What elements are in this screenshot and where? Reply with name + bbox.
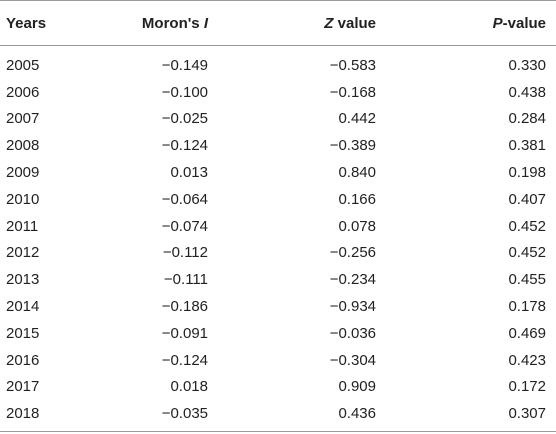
cell-moran: 0.018	[170, 378, 208, 396]
cell-year: 2006	[6, 83, 40, 101]
table-row: 2017 0.018 0.909 0.172	[0, 374, 556, 401]
cell-moran: −0.091	[161, 324, 208, 342]
header-moran: Moron's I	[100, 1, 218, 46]
table-row: 2009 0.013 0.840 0.198	[0, 159, 556, 186]
cell-z-value: 0.442	[338, 110, 376, 128]
cell-year: 2015	[6, 324, 40, 342]
cell-z-value: −0.389	[329, 137, 376, 155]
cell-z-value: −0.036	[329, 324, 376, 342]
cell-p-value: 0.330	[508, 56, 546, 74]
table-row: 2014 −0.186 −0.934 0.178	[0, 293, 556, 320]
cell-year: 2017	[6, 378, 40, 396]
cell-p-value: 0.381	[508, 137, 546, 155]
cell-p-value: 0.438	[508, 83, 546, 101]
table-row: 2005 −0.149 −0.583 0.330	[0, 46, 556, 79]
cell-moran: −0.112	[162, 244, 208, 262]
cell-z-value: 0.078	[338, 217, 376, 235]
cell-p-value: 0.284	[508, 110, 546, 128]
cell-moran: −0.186	[161, 298, 208, 316]
cell-year: 2016	[6, 351, 40, 369]
cell-p-value: 0.307	[508, 405, 546, 423]
cell-z-value: 0.840	[338, 164, 376, 182]
cell-year: 2014	[6, 298, 40, 316]
cell-p-value: 0.423	[508, 351, 546, 369]
header-moran-prefix: Moron's	[141, 14, 204, 32]
header-moran-italic: I	[203, 14, 208, 32]
table-row: 2018 −0.035 0.436 0.307	[0, 400, 556, 432]
cell-z-value: −0.256	[329, 244, 376, 262]
table-row: 2006 −0.100 −0.168 0.438	[0, 79, 556, 106]
header-z-suffix: value	[333, 14, 376, 32]
cell-year: 2018	[6, 405, 40, 423]
cell-year: 2008	[6, 137, 40, 155]
cell-z-value: −0.934	[329, 298, 376, 316]
header-z-italic: Z	[324, 14, 334, 32]
table-header: Years Moron's I Z value P-value	[0, 0, 556, 46]
table-body: 2005 −0.149 −0.583 0.330 2006 −0.100 −0.168 0.4…	[0, 46, 556, 432]
cell-p-value: 0.469	[508, 324, 546, 342]
cell-p-value: 0.452	[508, 217, 546, 235]
cell-moran: −0.064	[161, 190, 208, 208]
cell-p-value: 0.452	[508, 244, 546, 262]
cell-z-value: 0.436	[338, 405, 376, 423]
table-row: 2008 −0.124 −0.389 0.381	[0, 132, 556, 159]
cell-moran: −0.035	[161, 405, 208, 423]
cell-year: 2009	[6, 164, 40, 182]
cell-year: 2010	[6, 190, 40, 208]
header-years: Years	[6, 14, 47, 32]
cell-z-value: −0.304	[329, 351, 376, 369]
cell-p-value: 0.407	[508, 190, 546, 208]
table-row: 2012 −0.112 −0.256 0.452	[0, 240, 556, 267]
table-row: 2007 −0.025 0.442 0.284	[0, 106, 556, 133]
table-row: 2013 −0.111 −0.234 0.455	[0, 266, 556, 293]
cell-year: 2007	[6, 110, 40, 128]
cell-moran: −0.111	[163, 271, 208, 289]
cell-p-value: 0.178	[508, 298, 546, 316]
cell-moran: −0.149	[161, 56, 208, 74]
header-p-italic: P	[492, 14, 503, 32]
header-p-value: P-value	[386, 1, 556, 46]
cell-moran: −0.124	[161, 137, 208, 155]
table-row: 2011 −0.074 0.078 0.452	[0, 213, 556, 240]
cell-year: 2011	[6, 217, 39, 235]
cell-p-value: 0.172	[508, 378, 546, 396]
cell-year: 2013	[6, 271, 40, 289]
cell-z-value: −0.583	[329, 56, 376, 74]
cell-z-value: 0.909	[338, 378, 376, 396]
cell-z-value: −0.168	[329, 83, 376, 101]
cell-z-value: 0.166	[338, 190, 376, 208]
table-row: 2015 −0.091 −0.036 0.469	[0, 320, 556, 347]
table-row: 2010 −0.064 0.166 0.407	[0, 186, 556, 213]
cell-p-value: 0.455	[508, 271, 546, 289]
cell-moran: −0.025	[161, 110, 208, 128]
cell-p-value: 0.198	[508, 164, 546, 182]
cell-moran: −0.124	[161, 351, 208, 369]
cell-moran: 0.013	[170, 164, 208, 182]
header-p-suffix: -value	[502, 14, 546, 32]
cell-year: 2005	[6, 56, 40, 74]
table-row: 2016 −0.124 −0.304 0.423	[0, 347, 556, 374]
header-row: Years Moron's I Z value P-value	[0, 0, 556, 46]
cell-z-value: −0.234	[329, 271, 376, 289]
cell-moran: −0.100	[161, 83, 208, 101]
header-z-value: Z value	[218, 1, 386, 46]
cell-year: 2012	[6, 244, 40, 262]
cell-moran: −0.074	[161, 217, 208, 235]
